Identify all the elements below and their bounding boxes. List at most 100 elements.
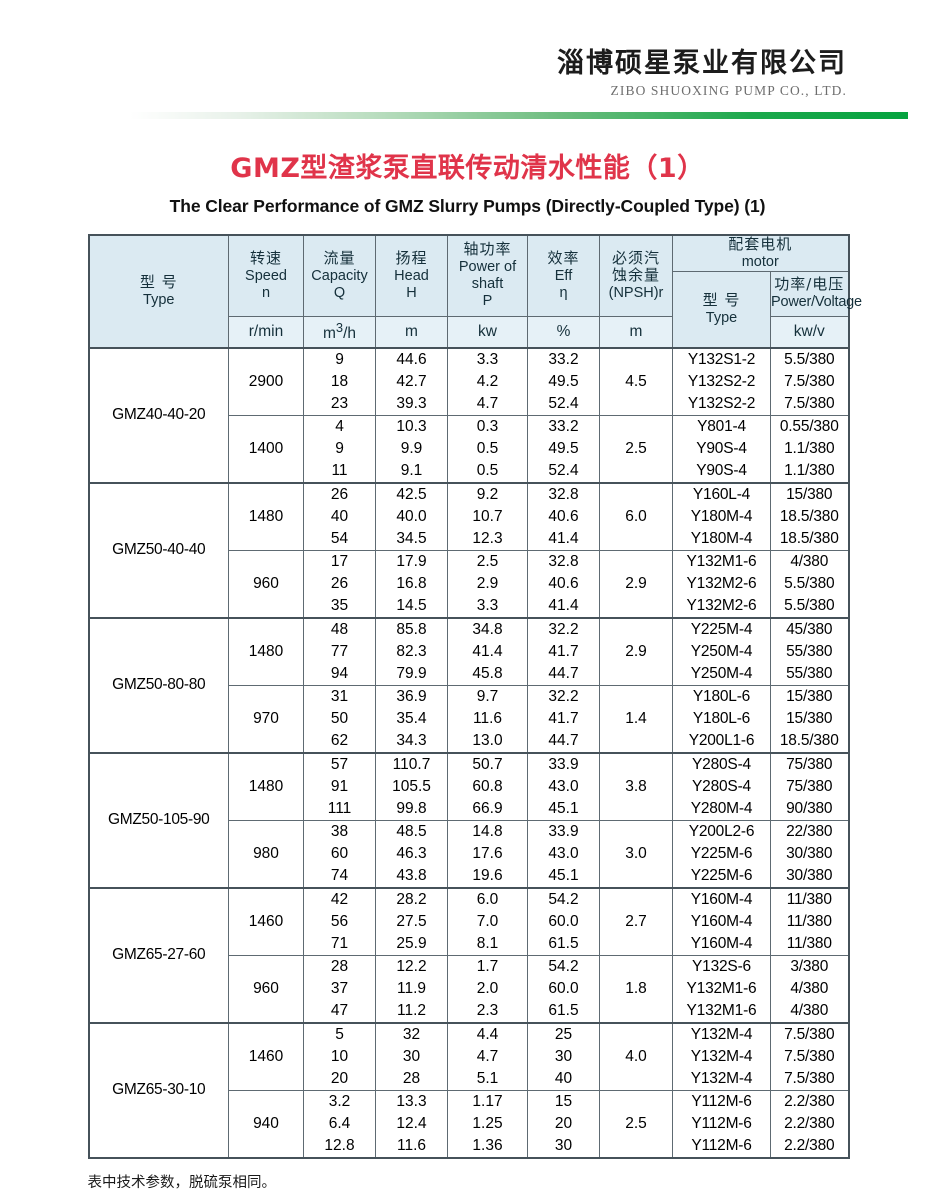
cell-capacity: 28 37 47 xyxy=(303,954,376,1024)
cell-eff-line: 25 xyxy=(554,1025,573,1043)
cell-capacity-line: 74 xyxy=(330,866,349,884)
cell-power-line: 4.7 xyxy=(476,1047,499,1065)
cell-motor-type-line: Y112M-6 xyxy=(691,1136,752,1154)
col-header-power-sym: P xyxy=(482,293,493,310)
cell-eff-line: 40.6 xyxy=(548,574,579,592)
unit-capacity-text: m3/h xyxy=(322,320,357,343)
cell-motor-power-line: 1.1/380 xyxy=(784,461,835,479)
cell-power-line: 19.6 xyxy=(472,866,503,884)
cell-head-line: 9.9 xyxy=(400,439,423,457)
cell-eff: 54.2 60.0 61.5 xyxy=(527,954,600,1024)
cell-eff-line: 20 xyxy=(554,1114,573,1132)
cell-eff-line: 30 xyxy=(554,1136,573,1154)
cell-capacity: 3.2 6.4 12.8 xyxy=(303,1089,376,1159)
cell-motor-power: 5.5/380 7.5/380 7.5/380 xyxy=(769,346,850,416)
cell-motor-type-line: Y132M2-6 xyxy=(686,574,757,592)
cell-motor-type-line: Y280M-4 xyxy=(690,799,753,817)
cell-power-line: 4.4 xyxy=(476,1025,499,1043)
cell-motor-power-line: 90/380 xyxy=(786,799,833,817)
cell-speed: 980 xyxy=(228,819,304,889)
cell-motor-type-line: Y160L-4 xyxy=(692,485,751,503)
cell-eff-line: 41.4 xyxy=(548,596,579,614)
cell-capacity: 38 60 74 xyxy=(303,819,376,889)
cell-head-line: 48.5 xyxy=(396,822,427,840)
cell-head-line: 46.3 xyxy=(396,844,427,862)
col-header-power-en2: shaft xyxy=(471,276,504,293)
col-header-head-en: Head xyxy=(394,267,429,284)
col-header-speed-sym: n xyxy=(261,284,271,301)
cell-power-line: 2.9 xyxy=(476,574,499,592)
cell-capacity: 57 91 111 xyxy=(303,751,376,821)
cell-motor-type-line: Y180L-6 xyxy=(692,687,751,705)
unit-motor-power: kw/v xyxy=(769,315,850,349)
cell-head-line: 85.8 xyxy=(396,620,427,638)
cell-eff-line: 41.4 xyxy=(548,529,579,547)
cell-power: 9.2 10.7 12.3 xyxy=(447,481,528,551)
cell-power-line: 41.4 xyxy=(472,642,503,660)
cell-eff-line: 32.2 xyxy=(548,620,579,638)
green-divider-rule xyxy=(130,112,908,119)
cell-power-line: 2.5 xyxy=(476,552,499,570)
cell-motor-type-line: Y225M-4 xyxy=(690,620,753,638)
cell-capacity-line: 40 xyxy=(330,507,349,525)
col-header-capacity-en: Capacity xyxy=(311,267,368,284)
col-header-motor-power-cn: 功率/电压 xyxy=(774,275,845,294)
cell-speed: 2900 xyxy=(228,346,304,416)
cell-motor-type-line: Y225M-6 xyxy=(690,866,753,884)
cell-power-line: 2.3 xyxy=(476,1001,499,1019)
col-header-npsh-cn: 必须汽 xyxy=(611,248,660,267)
cell-capacity-line: 37 xyxy=(330,979,349,997)
cell-motor-power-line: 30/380 xyxy=(786,844,833,862)
cell-motor-type-line: Y132S1-2 xyxy=(687,350,756,368)
cell-capacity: 17 26 35 xyxy=(303,549,376,619)
cell-eff: 25 30 40 xyxy=(527,1021,600,1091)
cell-eff-line: 43.0 xyxy=(548,777,579,795)
cell-power-line: 0.3 xyxy=(476,417,499,435)
cell-motor-power-line: 22/380 xyxy=(786,822,833,840)
col-header-npsh-cn2: 蚀余量 xyxy=(611,266,660,285)
unit-eff: % xyxy=(527,315,600,349)
cell-eff: 33.9 43.0 45.1 xyxy=(527,751,600,821)
cell-motor-type: Y280S-4 Y280S-4 Y280M-4 xyxy=(672,751,771,821)
page-title-en: The Clear Performance of GMZ Slurry Pump… xyxy=(169,196,766,216)
col-header-type-cn: 型 号 xyxy=(139,273,178,291)
cell-npsh: 2.9 xyxy=(599,549,673,619)
cell-power-line: 7.0 xyxy=(476,912,499,930)
cell-capacity: 26 40 54 xyxy=(303,481,376,551)
col-header-motor-cn: 配套电机 xyxy=(728,235,793,253)
cell-motor-type-line: Y132M1-6 xyxy=(686,552,757,570)
cell-head-line: 11.2 xyxy=(396,1001,427,1019)
cell-npsh: 6.0 xyxy=(599,481,673,551)
cell-eff-line: 49.5 xyxy=(548,439,579,457)
cell-power-line: 45.8 xyxy=(472,664,503,682)
company-branding: 淄博硕星泵业有限公司 ZIBO SHUOXING PUMP CO., LTD. xyxy=(557,50,847,98)
cell-capacity: 31 50 62 xyxy=(303,684,376,754)
cell-capacity-line: 20 xyxy=(330,1069,349,1087)
cell-pump-type: GMZ50-80-80 xyxy=(88,616,229,754)
cell-head-line: 79.9 xyxy=(396,664,427,682)
cell-power: 34.8 41.4 45.8 xyxy=(447,616,528,686)
table-row: 960 17 26 35 17.9 16.8 14.5 2.5 2.9 3.3 32.8 40.6 41… xyxy=(89,549,850,619)
cell-motor-power-line: 55/380 xyxy=(786,642,833,660)
cell-head-line: 42.5 xyxy=(396,485,427,503)
table-header: 型 号 Type 转速 Speed n 流量 Capacity Q 扬程 Hea… xyxy=(88,234,862,349)
cell-speed: 960 xyxy=(228,549,304,619)
cell-motor-power-line: 5.5/380 xyxy=(784,574,835,592)
table-row: GMZ50-105-90 1480 57 91 111 110.7 105.5 99.8 50.… xyxy=(88,751,850,889)
cell-motor-type: Y132M-4 Y132M-4 Y132M-4 xyxy=(672,1021,771,1091)
cell-motor-type-line: Y90S-4 xyxy=(696,439,747,457)
col-header-motor-power: 功率/电压 Power/Voltage xyxy=(769,270,862,317)
cell-motor-power-line: 4/380 xyxy=(790,552,829,570)
cell-power-line: 1.7 xyxy=(476,957,499,975)
cell-motor-type-line: Y90S-4 xyxy=(696,461,747,479)
cell-eff-line: 32.2 xyxy=(548,687,579,705)
cell-motor-type-line: Y801-4 xyxy=(697,417,746,435)
cell-eff-line: 32.8 xyxy=(548,552,579,570)
table-row: GMZ65-30-10 1460 5 10 20 32 30 28 4.4 4.7 5.1 25 30 4… xyxy=(88,1021,850,1159)
col-header-capacity-cn: 流量 xyxy=(323,248,356,267)
cell-capacity-line: 31 xyxy=(330,687,349,705)
cell-capacity-line: 56 xyxy=(330,912,349,930)
cell-capacity: 42 56 71 xyxy=(303,886,376,956)
col-header-power-cn: 轴功率 xyxy=(463,240,512,259)
cell-head-line: 44.6 xyxy=(396,350,427,368)
